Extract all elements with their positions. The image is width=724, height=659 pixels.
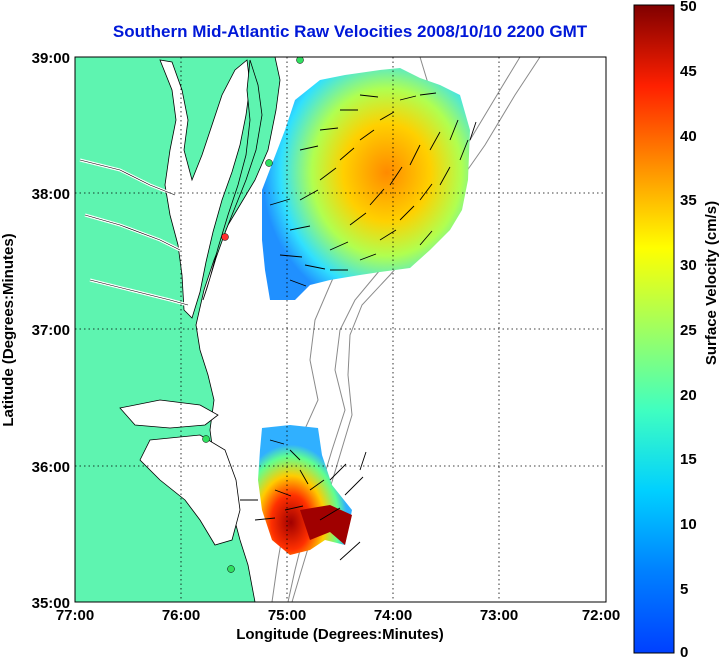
x-tick-label: 73:00 xyxy=(480,607,518,624)
colorbar-tick-label: 50 xyxy=(680,0,697,15)
y-axis: 39:00 38:00 37:00 36:00 35:00 Latitude (… xyxy=(0,50,70,612)
y-tick-label: 35:00 xyxy=(32,595,70,612)
colorbar-tick-label: 0 xyxy=(680,644,688,659)
colorbar-tick-label: 5 xyxy=(680,581,688,598)
colorbar-label: Surface Velocity (cm/s) xyxy=(703,201,720,365)
map-title: Southern Mid-Atlantic Raw Velocities 200… xyxy=(112,22,588,41)
y-tick-label: 38:00 xyxy=(32,186,70,203)
colorbar-tick-label: 45 xyxy=(680,63,697,80)
radar-stations xyxy=(202,57,304,573)
x-tick-label: 76:00 xyxy=(162,607,200,624)
x-tick-label: 75:00 xyxy=(268,607,306,624)
pamlico-sound xyxy=(139,434,241,546)
colorbar-tick-label: 25 xyxy=(680,322,697,339)
y-axis-label: Latitude (Degrees:Minutes) xyxy=(0,233,17,426)
colorbar-tick-label: 15 xyxy=(680,451,697,468)
colorbar-tick-label: 10 xyxy=(680,516,697,533)
colorbar: 50 45 40 35 30 25 20 15 10 5 0 Surface V… xyxy=(633,0,720,659)
colorbar-tick-label: 35 xyxy=(680,192,697,209)
y-tick-label: 39:00 xyxy=(32,50,70,67)
albemarle-sound xyxy=(119,399,219,429)
x-axis: 77:00 76:00 75:00 74:00 73:00 72:00 Long… xyxy=(56,607,620,643)
colorbar-gradient xyxy=(633,4,675,654)
chesapeake-bay xyxy=(159,59,251,319)
velocity-vectors xyxy=(240,92,477,561)
y-tick-label: 36:00 xyxy=(32,459,70,476)
velocity-field-north xyxy=(262,68,470,300)
x-tick-label: 74:00 xyxy=(374,607,412,624)
x-tick-label: 77:00 xyxy=(56,607,94,624)
colorbar-tick-label: 40 xyxy=(680,128,697,145)
grid-lines xyxy=(75,57,606,602)
colorbar-tick-label: 30 xyxy=(680,257,697,274)
plot-area xyxy=(74,56,607,603)
colorbar-tick-label: 20 xyxy=(680,387,697,404)
x-axis-label: Longitude (Degrees:Minutes) xyxy=(236,626,444,643)
x-tick-label: 72:00 xyxy=(582,607,620,624)
y-tick-label: 37:00 xyxy=(32,322,70,339)
